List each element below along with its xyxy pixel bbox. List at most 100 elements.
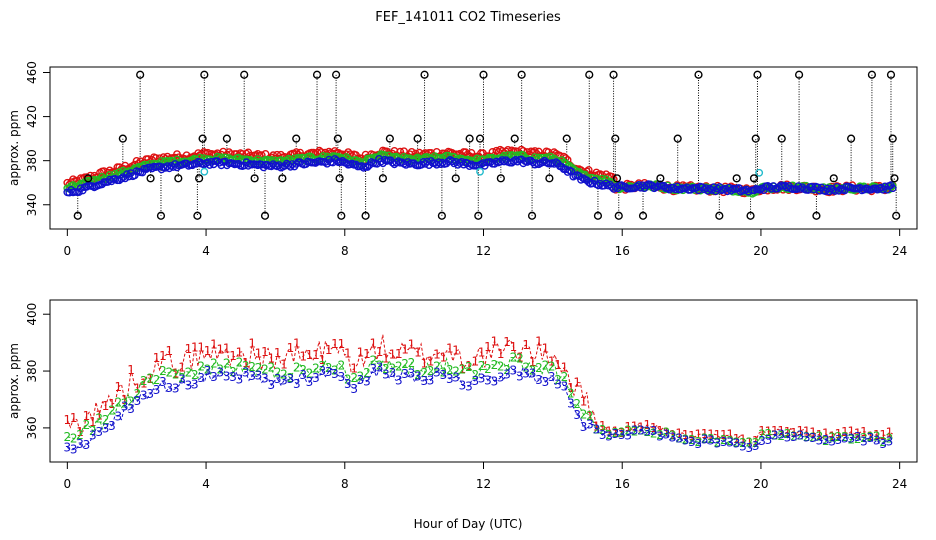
series-1-marker: 1 [745,436,753,450]
series-2-marker: 2 [223,357,231,371]
series-1-marker: 1 [229,349,237,363]
series-3-marker: 3 [822,433,830,447]
series-3-point [833,182,841,191]
series-2-marker: 2 [796,429,804,443]
series-2-marker: 2 [542,359,550,373]
series-2-marker: 2 [707,432,715,446]
outlier-point [794,70,804,79]
series-1-marker: 1 [178,360,186,374]
series-1-marker: 1 [573,375,581,389]
series-1-marker: 1 [739,432,747,446]
outlier-point [474,211,483,220]
series-2-marker: 2 [344,372,352,386]
series-1-marker: 1 [280,357,288,371]
series-3-marker: 3 [510,364,518,378]
series-3-marker: 3 [261,372,269,386]
series-3-point [552,158,560,167]
series-3-marker: 3 [452,370,460,384]
series-2-marker: 2 [854,432,862,446]
outlier-point [527,211,537,220]
series-3-point [840,186,849,195]
series-1-point [519,146,528,155]
cyan-point [200,167,209,176]
series-1-point [69,175,78,184]
series-3-marker: 3 [293,377,301,391]
series-3-marker: 3 [714,437,722,451]
series-3-marker: 3 [433,365,441,379]
series-3-marker: 3 [223,370,231,384]
series-1-point [561,154,570,163]
series-3-marker: 3 [165,381,173,395]
series-3-marker: 3 [121,400,129,414]
series-1-marker: 1 [306,348,314,362]
series-3-point [427,157,435,165]
series-3-point [609,184,618,193]
series-3-marker: 3 [408,367,416,381]
series-1-marker: 1 [656,424,664,438]
series-3-marker: 3 [586,418,594,432]
series-3-marker: 3 [886,435,894,449]
outlier-point [240,70,249,79]
series-1-marker: 1 [242,356,250,370]
series-2-marker: 2 [414,368,422,382]
series-3-marker: 3 [459,378,467,392]
series-1-marker: 1 [516,350,524,364]
series-2-marker: 2 [376,358,384,372]
series-1-marker: 1 [733,432,741,446]
series-3-point [363,163,372,171]
outlier-point [496,174,505,183]
series-3-marker: 3 [854,430,862,444]
series-1-marker: 1 [191,340,199,354]
series-1-marker: 1 [765,425,773,439]
series-1-marker: 1 [796,424,804,438]
outlier-point [73,211,82,220]
series-1-marker: 1 [210,338,218,352]
outlier-point [614,211,623,220]
series-2-marker: 2 [599,423,607,437]
series-2-marker: 2 [127,395,135,409]
series-3-marker: 3 [599,428,607,442]
outlier-point [562,134,571,143]
series-3-marker: 3 [841,431,849,445]
series-3-point [575,172,583,181]
series-2-marker: 2 [618,425,626,439]
series-1-marker: 1 [605,425,613,439]
series-1-marker: 1 [663,425,671,439]
series-1-marker: 1 [369,337,377,351]
series-2-marker: 2 [185,365,193,379]
series-2-marker: 2 [733,436,741,450]
outlier-point [753,70,762,79]
series-1-marker: 1 [873,428,881,442]
series-1-marker: 1 [828,429,836,443]
outlier-point [847,134,856,143]
series-3-marker: 3 [739,439,747,453]
series-3-marker: 3 [765,433,773,447]
y-tick-label: 460 [25,61,39,84]
series-1-marker: 1 [707,427,715,441]
series-3-marker: 3 [363,375,371,389]
outlier-point [517,70,526,79]
series-3-marker: 3 [280,374,288,388]
series-1-marker: 1 [76,425,84,439]
series-1-marker: 1 [248,337,256,351]
series-3-point [704,186,712,195]
series-1-marker: 1 [669,428,677,442]
series-2-marker: 2 [573,397,581,411]
figure-title: FEF_141011 CO2 Timeseries [375,10,561,25]
series-2-marker: 2 [114,396,122,410]
series-3-point [419,157,428,166]
panel-bottom-series: 1111111111111111111111111111111111111111… [63,334,893,456]
series-3-point [338,156,347,165]
series-1-marker: 1 [267,352,275,366]
series-3-marker: 3 [83,438,91,452]
series-1-marker: 1 [134,382,142,396]
series-1-marker: 1 [102,399,110,413]
series-3-marker: 3 [561,380,569,394]
series-2-marker: 2 [847,433,855,447]
series-2-marker: 2 [389,361,397,375]
series-2-marker: 2 [478,359,486,373]
panel-top: approx. ppm 0 4 8 12 16 20 24 340 380 420 460 [7,61,918,258]
series-1-marker: 1 [822,427,830,441]
series-1-marker: 1 [688,429,696,443]
outlier-point [361,211,370,220]
